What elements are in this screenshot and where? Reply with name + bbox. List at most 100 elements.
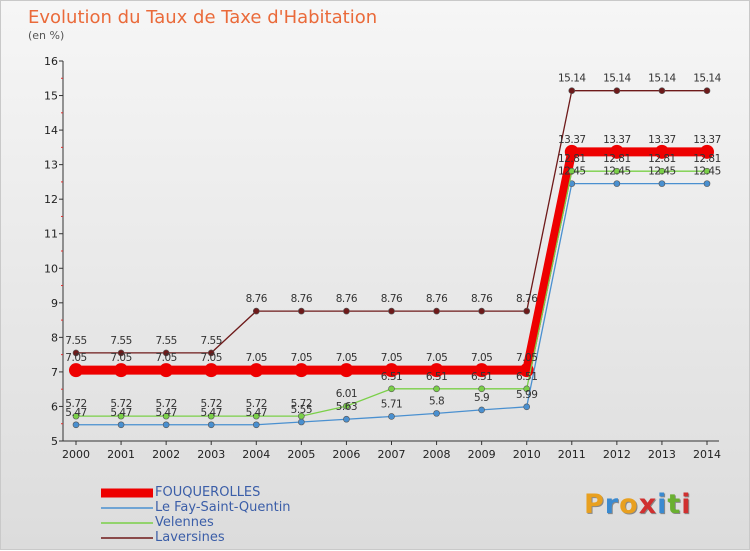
data-label-velennes: 6.51 [381,371,402,383]
y-tick-label: 7 [51,366,58,379]
data-point-le-fay-saint-quentin [298,418,305,426]
data-point-laversines [388,307,395,315]
data-point-le-fay-saint-quentin [162,421,170,429]
x-tick-label: 2009 [468,448,496,461]
data-label-laversines: 8.76 [291,293,313,305]
data-label-le-fay-saint-quentin: 12.45 [648,166,676,178]
data-point-laversines [343,307,350,315]
data-label-velennes: 5.72 [291,398,312,410]
legend-item: Velennes [101,515,291,530]
data-label-laversines: 8.76 [426,293,448,305]
data-label-velennes: 5.72 [201,398,222,410]
data-point-velennes [433,385,440,393]
data-point-velennes [252,412,260,420]
y-tick-label: 6 [51,400,58,413]
y-tick-label: 11 [44,228,58,241]
data-point-laversines [478,307,485,315]
data-label-fouquerolles: 7.05 [201,352,222,364]
data-point-fouquerolles [249,363,264,378]
data-label-le-fay-saint-quentin: 5.47 [246,407,267,419]
data-label-le-fay-saint-quentin: 5.71 [381,398,402,410]
data-point-le-fay-saint-quentin [433,410,440,417]
data-point-fouquerolles [700,144,714,159]
legend-label: FOUQUEROLLES [155,485,261,500]
data-label-fouquerolles: 13.37 [693,134,721,146]
y-tick-label: 5 [51,435,58,448]
data-point-velennes [72,412,80,420]
data-point-fouquerolles [474,363,489,378]
data-label-velennes: 5.72 [246,398,267,410]
data-label-velennes: 6.51 [471,371,492,383]
data-label-fouquerolles: 7.05 [155,352,176,364]
data-label-fouquerolles: 13.37 [558,134,586,146]
data-label-le-fay-saint-quentin: 5.8 [429,395,444,407]
data-point-velennes [478,385,485,393]
data-point-le-fay-saint-quentin [343,415,350,423]
y-tick-label: 9 [51,297,58,310]
data-point-laversines [117,349,125,357]
data-label-laversines: 8.76 [471,293,493,305]
data-label-le-fay-saint-quentin: 5.47 [110,407,131,419]
data-point-fouquerolles [564,144,579,159]
x-tick-label: 2008 [423,448,451,461]
data-label-laversines: 7.55 [201,335,222,347]
data-label-le-fay-saint-quentin: 5.9 [474,392,489,404]
data-point-fouquerolles [159,363,174,378]
data-point-fouquerolles [294,363,309,378]
data-point-le-fay-saint-quentin [703,180,711,187]
data-point-fouquerolles [384,363,399,378]
legend-item: Le Fay-Saint-Quentin [101,500,291,515]
legend-item: FOUQUEROLLES [101,485,291,500]
data-point-laversines [298,307,305,315]
x-tick-label: 2004 [242,448,270,461]
data-label-laversines: 7.55 [110,335,131,347]
x-tick-label: 2001 [107,448,135,461]
data-label-le-fay-saint-quentin: 12.45 [558,166,586,178]
legend-swatch-le-fay-saint-quentin [101,506,153,509]
x-tick-label: 2014 [693,448,721,461]
data-point-laversines [523,307,531,315]
proxiti-logo: Proxiti [584,489,692,520]
data-point-velennes [523,385,531,393]
data-point-fouquerolles [429,363,444,378]
data-point-le-fay-saint-quentin [207,421,215,429]
x-tick-label: 2003 [197,448,225,461]
data-point-laversines [72,349,80,357]
data-label-laversines: 7.55 [155,335,176,347]
data-label-velennes: 6.51 [516,371,537,383]
y-tick-label: 13 [44,159,58,172]
data-label-fouquerolles: 7.05 [336,352,357,364]
data-point-fouquerolles [69,363,83,378]
data-point-le-fay-saint-quentin [478,406,485,414]
x-tick-label: 2012 [603,448,631,461]
data-label-velennes: 6.01 [336,388,357,400]
x-tick-label: 2011 [558,448,586,461]
data-point-velennes [207,412,215,420]
data-label-velennes: 12.81 [603,153,631,165]
data-label-fouquerolles: 7.05 [291,352,312,364]
y-tick-label: 14 [44,124,58,137]
data-point-laversines [162,349,170,357]
data-point-le-fay-saint-quentin [252,421,260,429]
data-label-velennes: 5.72 [110,398,131,410]
x-tick-label: 2007 [378,448,406,461]
data-point-fouquerolles [114,363,129,378]
data-point-fouquerolles [204,363,219,378]
data-point-velennes [162,412,170,420]
data-point-le-fay-saint-quentin [613,180,621,187]
chart-subtitle: (en %) [28,29,65,42]
data-label-le-fay-saint-quentin: 12.45 [693,166,721,178]
x-tick-label: 2005 [287,448,315,461]
data-label-fouquerolles: 13.37 [648,134,676,146]
data-label-laversines: 8.76 [336,293,358,305]
data-label-fouquerolles: 7.05 [471,352,492,364]
legend-label: Velennes [155,515,214,530]
data-point-velennes [658,167,666,175]
y-tick-label: 12 [44,193,58,206]
data-point-laversines [658,87,666,95]
legend-item: Laversines [101,530,291,545]
data-point-fouquerolles [654,144,669,159]
data-point-le-fay-saint-quentin [388,413,395,420]
x-tick-label: 2010 [513,448,541,461]
data-label-velennes: 12.81 [648,153,676,165]
